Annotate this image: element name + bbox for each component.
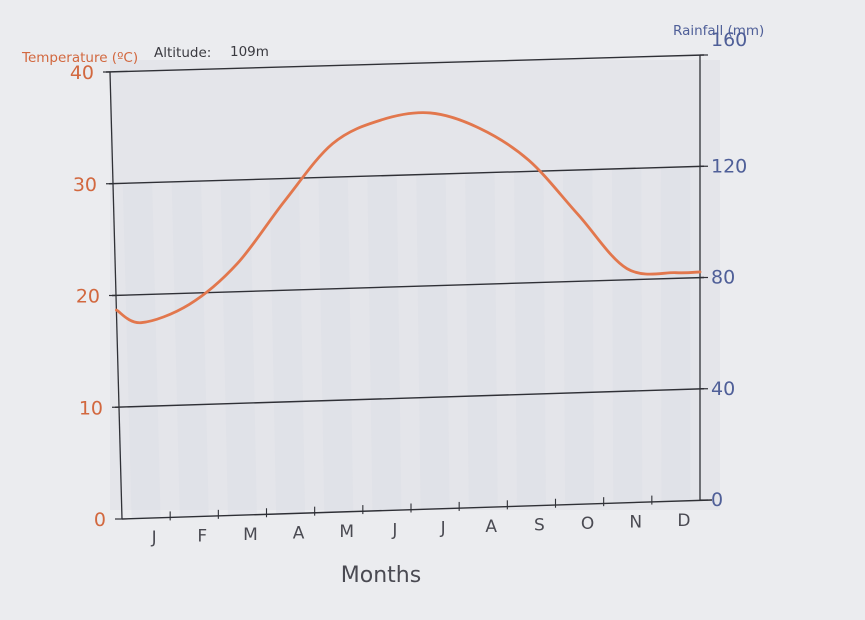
temperature-axis-title: Temperature (ºC)	[21, 50, 138, 66]
month-tick-label: F	[197, 527, 207, 547]
month-tick-label: J	[440, 519, 446, 539]
series-layer	[114, 111, 702, 325]
month-tick-label: O	[581, 514, 594, 534]
faint-bar	[416, 173, 450, 510]
altitude-label: Altitude:	[154, 45, 211, 61]
rainfall-tick-label: 120	[711, 155, 747, 177]
faint-bar	[660, 166, 691, 502]
temperature-tick-label: 0	[94, 509, 106, 531]
faint-bar	[514, 170, 546, 507]
rainfall-tick-label: 0	[711, 489, 723, 511]
month-tick-label: J	[151, 528, 157, 548]
gridlines	[105, 54, 705, 408]
gridline	[108, 165, 705, 185]
month-tick-label: M	[243, 525, 258, 545]
faint-bar	[122, 182, 161, 519]
month-tick-label: N	[629, 512, 642, 532]
faint-bar	[171, 181, 209, 518]
altitude-value: 109m	[230, 44, 269, 60]
temperature-tick-label: 10	[79, 397, 103, 419]
faint-bar-shading	[122, 166, 691, 519]
x-axis-title: Months	[341, 563, 421, 588]
rainfall-tick-label: 160	[711, 29, 747, 51]
month-tick-label: A	[485, 517, 497, 537]
rainfall-axis-ticks: 0 40 80 120 160	[700, 29, 747, 511]
gridline	[105, 54, 705, 73]
gridline	[114, 388, 705, 408]
month-tick-label: J	[391, 520, 397, 540]
rainfall-tick-label: 80	[711, 267, 735, 289]
faint-bar	[220, 179, 257, 516]
faint-bar	[563, 169, 595, 505]
faint-bar	[367, 175, 402, 511]
rainfall-axis-title: Rainfall (mm)	[673, 23, 764, 39]
faint-bar	[465, 172, 498, 508]
plot-background	[110, 60, 720, 510]
faint-bar	[611, 168, 643, 503]
rainfall-tick-label: 40	[711, 378, 735, 400]
temperature-tick-label: 40	[70, 62, 94, 84]
month-tick-label: M	[339, 522, 354, 542]
temperature-line	[114, 111, 702, 325]
temperature-axis-ticks: 0 10 20 30 40	[70, 62, 122, 531]
temperature-tick-label: 20	[76, 286, 100, 308]
month-tick-label: D	[677, 511, 690, 531]
month-axis-line	[121, 499, 713, 520]
faint-bar	[318, 176, 354, 513]
faint-bar	[269, 178, 306, 514]
temperature-tick-label: 30	[73, 174, 97, 196]
gridline	[111, 276, 705, 297]
month-tick-label: A	[293, 523, 305, 543]
month-tick-label: S	[534, 516, 545, 536]
